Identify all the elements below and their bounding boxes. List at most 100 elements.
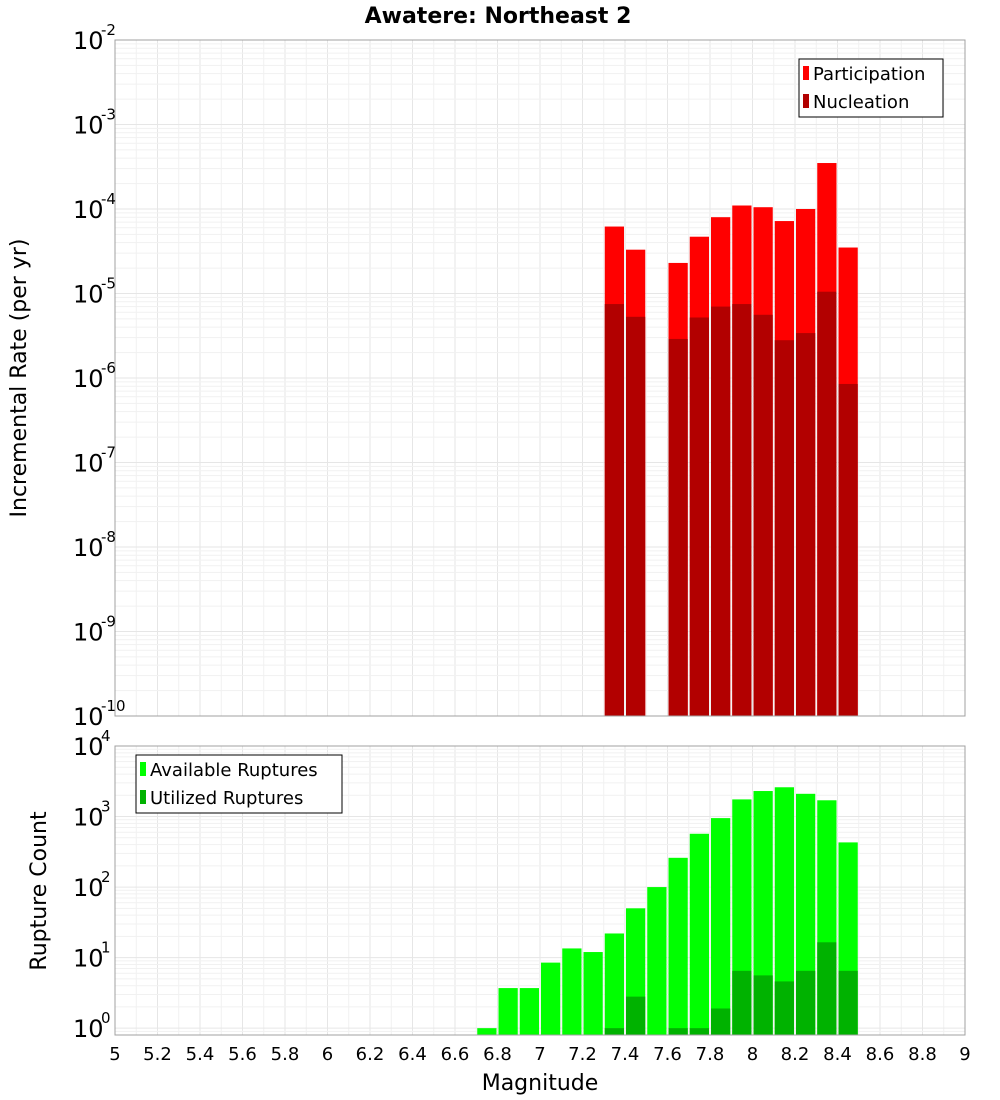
bottom-bar-utilized-ruptures: [753, 975, 773, 1035]
top-y-tick-exponent: -5: [101, 275, 116, 293]
x-tick-label: 6.6: [441, 1044, 470, 1065]
x-tick-label: 8.2: [781, 1044, 810, 1065]
x-tick-label: 7.8: [696, 1044, 725, 1065]
top-bar-nucleation: [796, 333, 816, 716]
top-y-tick-exponent: -9: [101, 613, 116, 631]
top-y-tick-exponent: -6: [101, 359, 116, 377]
top-bar-nucleation: [753, 314, 773, 716]
x-tick-label: 5.4: [186, 1044, 215, 1065]
top-y-tick-exponent: -3: [101, 106, 116, 124]
nucleation-legend-swatch: [803, 94, 809, 108]
bottom-y-tick-label: 10: [73, 733, 104, 761]
bottom-bar-available-ruptures: [562, 948, 582, 1035]
top-bars: [604, 163, 858, 716]
top-bar-nucleation: [689, 317, 709, 716]
x-tick-label: 7.2: [568, 1044, 597, 1065]
bottom-bar-available-ruptures: [604, 933, 624, 1035]
bottom-bar-utilized-ruptures: [626, 996, 646, 1035]
top-y-tick-label: 10: [73, 534, 104, 562]
x-tick-label: 7.6: [653, 1044, 682, 1065]
bottom-bar-available-ruptures: [583, 952, 603, 1035]
top-y-tick-exponent: -2: [101, 21, 116, 39]
bottom-bar-available-ruptures: [519, 988, 539, 1035]
bottom-y-tick-exponent: 3: [101, 798, 111, 816]
bottom-bar-available-ruptures: [668, 857, 688, 1035]
bottom-bar-available-ruptures: [774, 787, 794, 1035]
top-y-tick-label: 10: [73, 619, 104, 647]
top-legend: Participation Nucleation: [798, 58, 944, 118]
x-axis-label: Magnitude: [482, 1071, 599, 1096]
bottom-y-tick-label: 10: [73, 804, 104, 832]
bottom-bar-available-ruptures: [647, 887, 667, 1035]
bottom-bar-utilized-ruptures: [668, 1028, 688, 1035]
top-y-axis-label: Incremental Rate (per yr): [7, 239, 32, 518]
chart-title: Awatere: Northeast 2: [365, 4, 632, 29]
top-plot-border: [114, 39, 966, 717]
x-tick-label: 8: [747, 1044, 758, 1065]
x-tick-label: 5: [109, 1044, 120, 1065]
bottom-bar-utilized-ruptures: [732, 970, 752, 1035]
bottom-y-tick-exponent: 4: [101, 727, 111, 745]
x-tick-label: 8.6: [866, 1044, 895, 1065]
bottom-y-tick-exponent: 0: [101, 1009, 111, 1027]
x-tick-label: 8.8: [908, 1044, 937, 1065]
top-bar-nucleation: [711, 306, 731, 716]
top-bar-nucleation: [626, 316, 646, 716]
top-bar-nucleation: [774, 340, 794, 716]
available-legend-swatch: [140, 762, 146, 776]
top-bar-nucleation: [668, 338, 688, 716]
x-tick-label: 5.2: [143, 1044, 172, 1065]
bottom-bar-available-ruptures: [541, 962, 561, 1035]
bottom-y-tick-label: 10: [73, 874, 104, 902]
bottom-bar-utilized-ruptures: [838, 970, 858, 1035]
top-grid: [114, 39, 966, 717]
bottom-plot-border: [114, 745, 966, 1036]
available-legend-label: Available Ruptures: [150, 760, 318, 781]
bottom-y-tick-exponent: 1: [101, 939, 111, 957]
bottom-bars: [477, 787, 858, 1035]
bottom-y-tick-label: 10: [73, 1015, 104, 1043]
top-y-tick-label: 10: [73, 365, 104, 393]
x-tick-label: 6: [322, 1044, 333, 1065]
top-y-tick-exponent: -7: [101, 444, 116, 462]
top-bar-nucleation: [817, 291, 837, 716]
bottom-y-tick-label: 10: [73, 945, 104, 973]
top-y-tick-label: 10: [73, 196, 104, 224]
x-tick-label: 7: [534, 1044, 545, 1065]
bottom-bar-available-ruptures: [477, 1028, 497, 1035]
top-bar-nucleation: [838, 383, 858, 716]
top-bar-nucleation: [604, 304, 624, 716]
x-tick-label: 7.4: [611, 1044, 640, 1065]
bottom-legend-box: [135, 754, 343, 814]
utilized-legend-swatch: [140, 790, 146, 804]
top-bar-nucleation: [732, 304, 752, 716]
top-y-tick-label: 10: [73, 281, 104, 309]
x-tick-label: 6.2: [356, 1044, 385, 1065]
bottom-bar-available-ruptures: [498, 988, 518, 1035]
bottom-bar-available-ruptures: [689, 833, 709, 1035]
bottom-y-tick-exponent: 2: [101, 868, 111, 886]
top-y-tick-label: 10: [73, 450, 104, 478]
bottom-bar-utilized-ruptures: [817, 942, 837, 1035]
bottom-bar-available-ruptures: [753, 791, 773, 1035]
bottom-legend: Available Ruptures Utilized Ruptures: [135, 754, 343, 814]
x-tick-label: 6.8: [483, 1044, 512, 1065]
top-y-tick-exponent: -4: [101, 190, 116, 208]
nucleation-legend-label: Nucleation: [813, 92, 909, 113]
x-tick-labels: 5 5.2 5.4 5.6 5.8 6 6.2 6.4 6.6 6.8 7 7.2 7.4 7.6 7.8 8…: [109, 1044, 970, 1065]
top-legend-box: [798, 58, 944, 118]
bottom-bar-utilized-ruptures: [774, 981, 794, 1035]
x-tick-label: 9: [959, 1044, 970, 1065]
bottom-bar-available-ruptures: [711, 818, 731, 1035]
bottom-bar-utilized-ruptures: [711, 1008, 731, 1035]
top-y-tick-label: 10: [73, 112, 104, 140]
x-tick-label: 6.4: [398, 1044, 427, 1065]
x-tick-label: 8.4: [823, 1044, 852, 1065]
bottom-bar-utilized-ruptures: [689, 1028, 709, 1035]
top-y-tick-exponent: -10: [101, 697, 126, 715]
